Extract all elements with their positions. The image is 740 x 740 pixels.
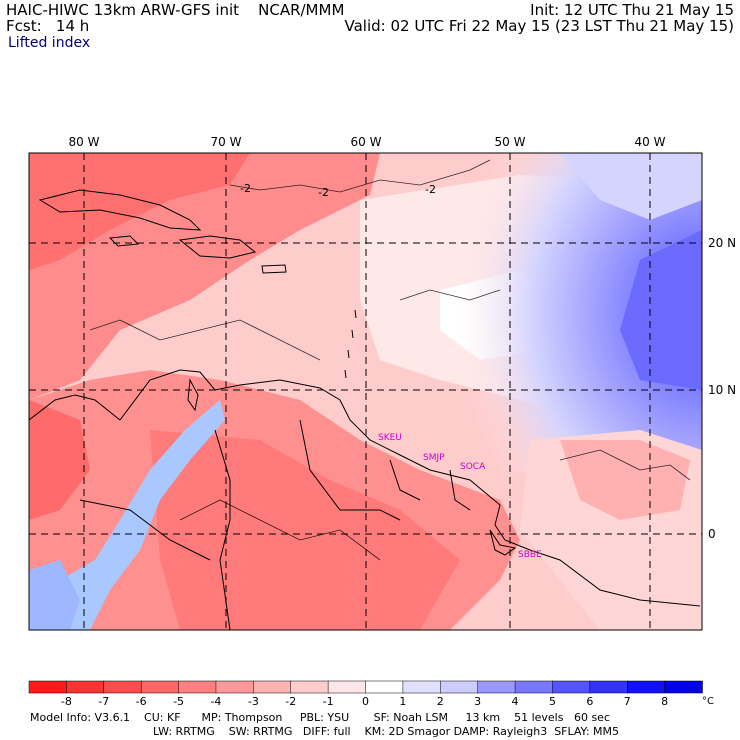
colorbar-swatch bbox=[440, 680, 479, 694]
colorbar-swatch bbox=[327, 680, 367, 694]
model-info-line1: Model Info: V3.6.1 CU: KF MP: Thompson P… bbox=[30, 711, 610, 724]
contour-label: -2 bbox=[425, 183, 436, 196]
colorbar-tick-label: -8 bbox=[61, 695, 72, 708]
colorbar-swatch bbox=[626, 680, 666, 694]
colorbar-swatch bbox=[28, 680, 68, 694]
init-time: Init: 12 UTC Thu 21 May 15 bbox=[530, 1, 734, 19]
colorbar-tick-label: 7 bbox=[624, 695, 631, 708]
station-skeu: SKEU bbox=[378, 433, 402, 443]
lat-label: 0 bbox=[708, 527, 716, 541]
colorbar-tick-label: -3 bbox=[248, 695, 259, 708]
colorbar-swatch bbox=[290, 680, 329, 694]
model-info-line2: LW: RRTMG SW: RRTMG DIFF: full KM: 2D Sm… bbox=[153, 725, 619, 738]
lat-labels: 20 N 10 N 0 bbox=[708, 236, 736, 541]
lon-label: 60 W bbox=[351, 135, 382, 149]
graticule bbox=[29, 153, 702, 630]
forecast-hour: Fcst: 14 h bbox=[6, 17, 90, 35]
colorbar-tick-label: 0 bbox=[362, 695, 369, 708]
lat-label: 10 N bbox=[708, 383, 736, 397]
contour-labels: -2 -2 -2 bbox=[240, 182, 436, 199]
colorbar-tick-label: 4 bbox=[512, 695, 519, 708]
lon-label: 50 W bbox=[495, 135, 526, 149]
station-smjp: SMJP bbox=[423, 453, 445, 463]
lon-label: 40 W bbox=[635, 135, 666, 149]
colorbar-tick-label: -7 bbox=[98, 695, 109, 708]
colorbar-swatch bbox=[514, 680, 554, 694]
station-soca: SOCA bbox=[460, 462, 486, 472]
colorbar-swatch bbox=[402, 680, 442, 694]
station-sbbe: SBBE bbox=[518, 550, 542, 560]
li-contours bbox=[89, 159, 691, 561]
colorbar-tick-label: -6 bbox=[136, 695, 147, 708]
lon-labels: 80 W 70 W 60 W 50 W 40 W bbox=[69, 135, 666, 149]
coastlines bbox=[29, 189, 701, 630]
colorbar-swatch bbox=[215, 680, 255, 694]
colorbar-tick-label: 3 bbox=[474, 695, 481, 708]
colorbar-swatch bbox=[103, 680, 142, 694]
colorbar-tick-label: -5 bbox=[173, 695, 184, 708]
lon-label: 80 W bbox=[69, 135, 100, 149]
model-title: HAIC-HIWC 13km ARW-GFS init NCAR/MMM bbox=[6, 1, 345, 19]
colorbar-tick-label: 2 bbox=[437, 695, 444, 708]
colorbar-swatch bbox=[664, 680, 703, 694]
colorbar-swatch bbox=[552, 680, 591, 694]
lon-label: 70 W bbox=[211, 135, 242, 149]
valid-time: Valid: 02 UTC Fri 22 May 15 (23 LST Thu … bbox=[344, 17, 735, 35]
map-shading bbox=[29, 153, 702, 630]
colorbar-swatch bbox=[140, 680, 180, 694]
colorbar-swatch bbox=[178, 680, 217, 694]
colorbar-tick-label: 8 bbox=[661, 695, 668, 708]
colorbar-tick-label: -2 bbox=[285, 695, 296, 708]
colorbar-tick-label: -4 bbox=[210, 695, 221, 708]
lat-label: 20 N bbox=[708, 236, 736, 250]
colorbar-tick-label: 5 bbox=[549, 695, 556, 708]
colorbar-swatch bbox=[253, 680, 292, 694]
colorbar-unit: °C bbox=[702, 696, 714, 707]
colorbar-labels: -8 -7 -6 -5 -4 -3 -2 -1 0 1 2 3 4 5 6 7 8 bbox=[61, 695, 668, 708]
colorbar-swatch bbox=[589, 680, 628, 694]
colorbar-tick-label: 6 bbox=[586, 695, 593, 708]
colorbar-swatch bbox=[365, 680, 404, 694]
contour-label: -2 bbox=[318, 186, 329, 199]
map-frame bbox=[28, 152, 703, 631]
colorbar bbox=[28, 680, 703, 694]
colorbar-tick-label: 1 bbox=[399, 695, 406, 708]
field-name: Lifted index bbox=[8, 35, 91, 51]
colorbar-swatch bbox=[477, 680, 516, 694]
contour-label: -2 bbox=[240, 182, 251, 195]
colorbar-tick-label: -1 bbox=[323, 695, 334, 708]
colorbar-swatch bbox=[66, 680, 105, 694]
station-labels: SKEU SMJP SOCA SBBE bbox=[378, 433, 542, 560]
